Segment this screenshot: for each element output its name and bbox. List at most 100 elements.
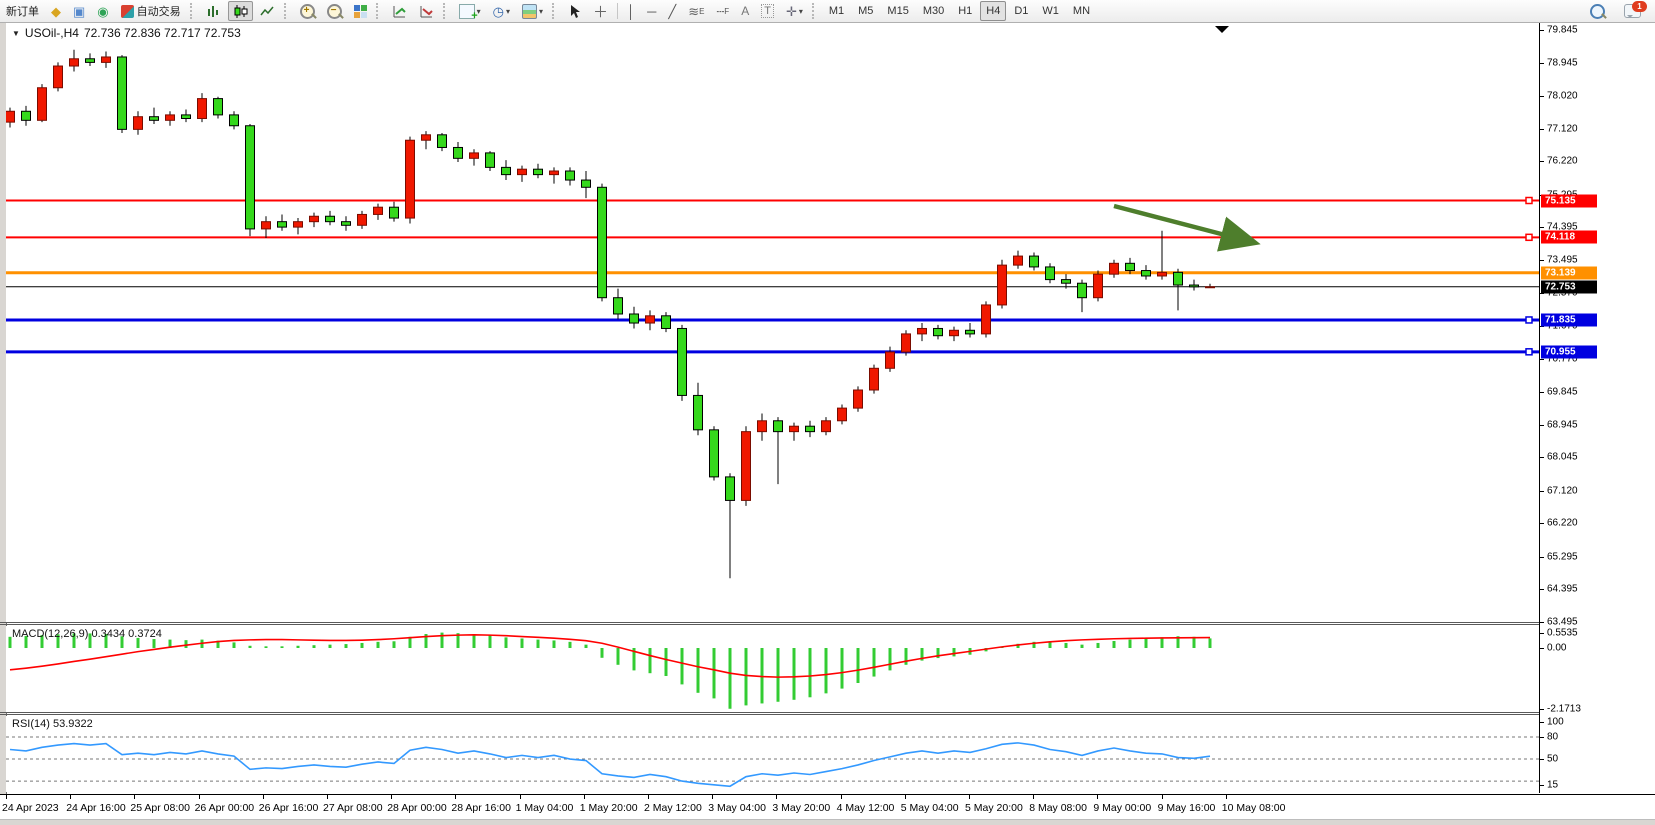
- trendline-icon[interactable]: ╱: [668, 3, 677, 19]
- line-chart-icon[interactable]: [255, 1, 280, 21]
- tf-H1[interactable]: H1: [958, 5, 973, 17]
- horizontal-line-icon[interactable]: ─: [647, 3, 657, 19]
- label-icon[interactable]: T: [756, 1, 779, 21]
- panel-splitter[interactable]: [0, 622, 1655, 623]
- chevron-down-icon[interactable]: ▾: [539, 6, 544, 16]
- price-tick-mark: [1540, 161, 1544, 163]
- line-handle[interactable]: [1525, 233, 1533, 242]
- line-handle[interactable]: [1525, 196, 1533, 205]
- candlestick-chart-icon[interactable]: [227, 1, 253, 21]
- candle: [325, 210, 335, 226]
- signal-icon[interactable]: ◉: [97, 3, 109, 19]
- chevron-down-icon[interactable]: ▾: [506, 6, 511, 16]
- macd-panel[interactable]: MACD(12,26,9) 0.3434 0.3724: [6, 626, 1539, 712]
- price-tick-label: 66.220: [1547, 517, 1578, 529]
- candle: [453, 142, 463, 162]
- trend-arrow[interactable]: [1113, 203, 1261, 252]
- date-tick-mark: [776, 795, 778, 799]
- macd-tick-label: -2.1713: [1547, 703, 1581, 715]
- tf-MN[interactable]: MN: [1072, 5, 1091, 17]
- candle: [757, 413, 767, 441]
- add-chart-icon[interactable]: + ▾: [454, 1, 486, 21]
- zoom-out-icon[interactable]: −: [322, 1, 347, 21]
- candle: [981, 301, 991, 338]
- date-axis[interactable]: 24 Apr 2023 24 Apr 16:00 25 Apr 08:00 26 Ap…: [0, 794, 1655, 820]
- date-label: 2 May 12:00: [644, 802, 702, 814]
- macd-tick-mark: [1540, 648, 1544, 649]
- candle: [1141, 265, 1151, 280]
- candle: [1093, 270, 1103, 302]
- chat-icon[interactable]: 1: [1619, 1, 1647, 21]
- candle: [677, 324, 687, 401]
- tf-H4[interactable]: H4: [980, 1, 1007, 21]
- candle: [245, 123, 255, 237]
- date-label: 28 Apr 16:00: [451, 802, 511, 814]
- price-tick-mark: [1540, 523, 1544, 525]
- cursor-icon[interactable]: [563, 1, 586, 21]
- line-handle[interactable]: [1525, 348, 1533, 356]
- date-label: 9 May 00:00: [1093, 802, 1152, 814]
- date-label: 27 Apr 08:00: [323, 802, 383, 814]
- candle: [405, 136, 415, 224]
- chevron-down-icon[interactable]: ▾: [476, 6, 481, 16]
- search-icon[interactable]: [1585, 1, 1610, 21]
- profile-up-icon[interactable]: [387, 1, 412, 21]
- candle: [1205, 283, 1215, 289]
- tile-windows-icon[interactable]: [349, 1, 372, 21]
- crosshair-icon[interactable]: ＋: [593, 3, 609, 21]
- main-chart-panel[interactable]: ▼ USOil-,H4 72.736 72.836 72.717 72.753: [6, 23, 1539, 622]
- panel-splitter[interactable]: [0, 712, 1655, 713]
- price-tick-mark: [1540, 392, 1544, 393]
- tf-M30[interactable]: M30: [922, 5, 945, 17]
- date-tick-mark: [648, 795, 649, 799]
- shapes-icon[interactable]: ✛ ▾: [785, 3, 803, 19]
- date-label: 1 May 04:00: [515, 802, 574, 814]
- tf-M15[interactable]: M15: [887, 5, 909, 17]
- gann-icon[interactable]: ≋ E: [688, 3, 705, 19]
- auto-trading-button[interactable]: 自动交易: [116, 1, 186, 21]
- rsi-tick-label: 15: [1547, 779, 1559, 791]
- macd-signal-line: [9, 634, 1211, 678]
- date-tick-mark: [1033, 795, 1035, 799]
- price-tick-label: 69.845: [1547, 386, 1578, 398]
- new-order-button[interactable]: 新订单: [1, 1, 44, 21]
- template-icon[interactable]: ▾: [517, 1, 548, 21]
- price-tick-label: 74.395: [1547, 221, 1578, 233]
- chart-shift-marker[interactable]: [1215, 26, 1229, 33]
- text-icon[interactable]: A: [741, 4, 750, 18]
- candle: [213, 96, 223, 119]
- one-click-trading-toggle[interactable]: ▼: [12, 28, 20, 38]
- price-tick-mark: [1540, 457, 1544, 459]
- line-handle[interactable]: [1525, 316, 1533, 324]
- candle: [789, 422, 799, 441]
- date-label: 10 May 08:00: [1221, 802, 1286, 814]
- gold-bars-icon[interactable]: ◆: [51, 3, 61, 19]
- tf-W1[interactable]: W1: [1042, 5, 1059, 17]
- candle: [53, 62, 63, 92]
- candle: [821, 417, 831, 436]
- tf-M1[interactable]: M1: [828, 5, 845, 17]
- rsi-panel[interactable]: RSI(14) 53.9322: [6, 716, 1539, 792]
- tf-D1[interactable]: D1: [1014, 5, 1029, 17]
- zoom-in-icon[interactable]: +: [295, 1, 320, 21]
- price-tick-label: 70.770: [1547, 353, 1578, 364]
- candle: [965, 323, 975, 338]
- candle: [805, 420, 815, 438]
- bar-chart-icon[interactable]: [201, 1, 226, 21]
- fibonacci-icon[interactable]: ┄ F: [716, 3, 730, 19]
- period-clock-icon[interactable]: ◷ ▾: [492, 3, 511, 19]
- candle: [629, 306, 639, 329]
- tf-M5[interactable]: M5: [858, 5, 874, 17]
- candle: [1061, 274, 1071, 289]
- vertical-line-icon[interactable]: │: [627, 3, 636, 19]
- date-tick-mark: [198, 795, 200, 799]
- profile-down-icon[interactable]: [414, 1, 439, 21]
- terminal-icon[interactable]: ▣: [73, 3, 86, 19]
- candle: [1125, 257, 1135, 275]
- price-axis[interactable]: 79.84578.94578.02077.12076.22075.29574.3…: [1539, 23, 1655, 793]
- price-tick-mark: [1540, 589, 1544, 591]
- candle: [181, 109, 191, 123]
- price-badge: 73.139: [1541, 266, 1597, 280]
- chevron-down-icon[interactable]: ▾: [798, 6, 803, 16]
